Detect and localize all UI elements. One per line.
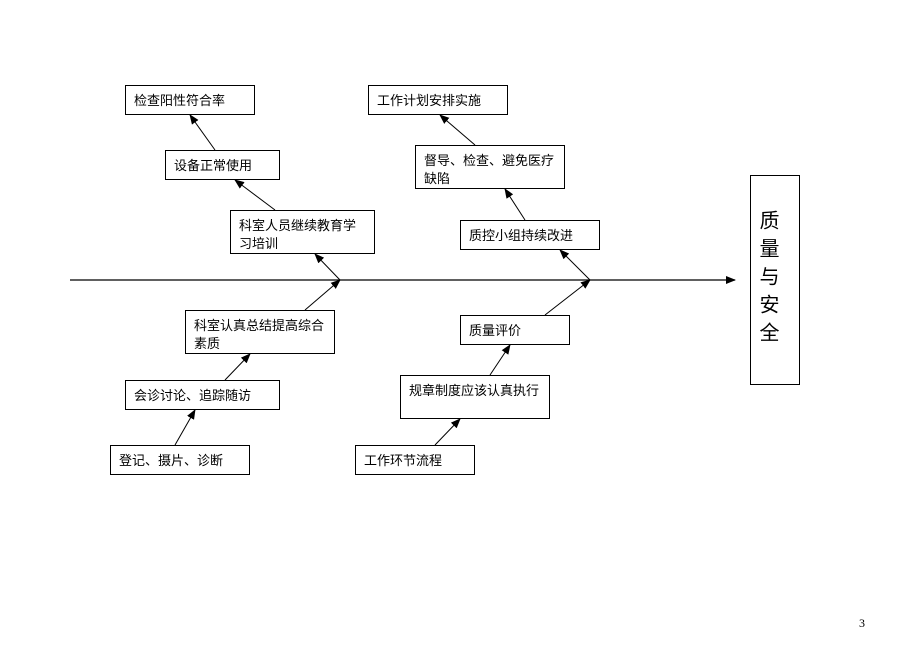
page-number: 3 [859,616,865,631]
node-n5: 督导、检查、避免医疗缺陷 [415,145,565,189]
result-node: 质量与安全 [750,175,800,385]
node-n8: 会诊讨论、追踪随访 [125,380,280,410]
node-n9: 登记、摄片、诊断 [110,445,250,475]
node-n6: 质控小组持续改进 [460,220,600,250]
node-n7: 科室认真总结提高综合素质 [185,310,335,354]
node-n1: 检查阳性符合率 [125,85,255,115]
node-n12: 工作环节流程 [355,445,475,475]
node-n10: 质量评价 [460,315,570,345]
node-n11: 规章制度应该认真执行 [400,375,550,419]
node-n2: 设备正常使用 [165,150,280,180]
node-n3: 科室人员继续教育学习培训 [230,210,375,254]
node-n4: 工作计划安排实施 [368,85,508,115]
result-label: 质量与安全 [756,210,778,350]
